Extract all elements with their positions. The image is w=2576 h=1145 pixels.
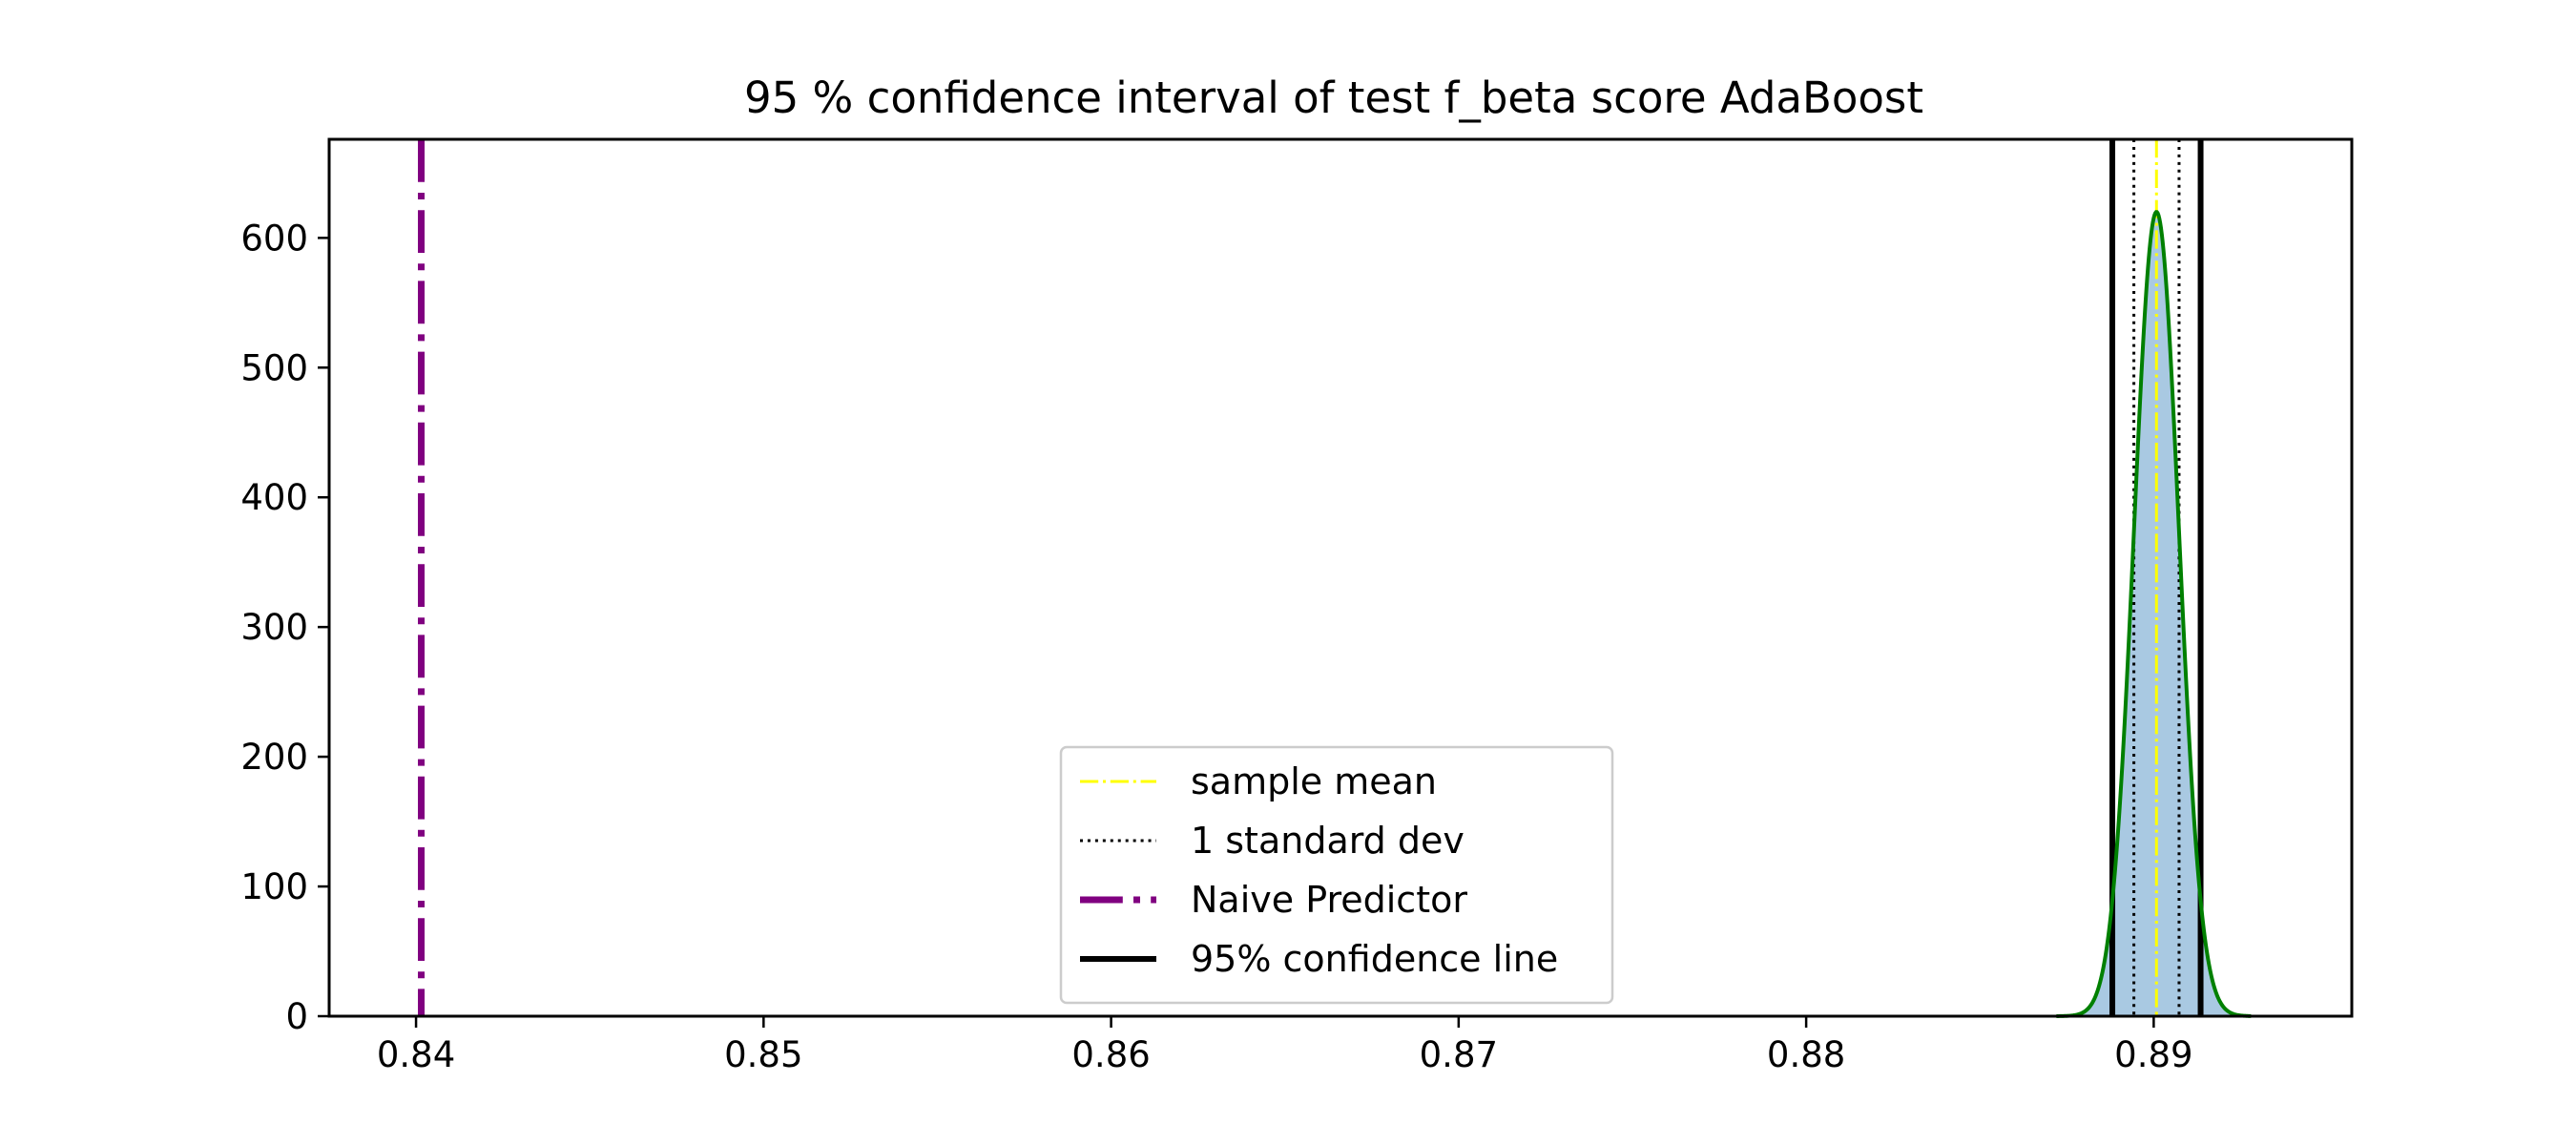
legend-label: sample mean <box>1191 760 1437 802</box>
distribution-fill <box>2056 212 2252 1017</box>
y-tick-label: 600 <box>240 218 308 259</box>
x-tick-label: 0.86 <box>1071 1034 1150 1075</box>
x-tick-label: 0.85 <box>724 1034 802 1075</box>
y-tick-label: 300 <box>240 607 308 648</box>
y-tick-label: 400 <box>240 477 308 518</box>
x-tick-label: 0.89 <box>2114 1034 2192 1075</box>
legend-label: 1 standard dev <box>1191 820 1465 862</box>
plot-area <box>418 139 2252 1018</box>
chart-title: 95 % confidence interval of test f_beta … <box>744 73 1923 123</box>
x-tick-label: 0.87 <box>1420 1034 1498 1075</box>
y-tick-label: 200 <box>240 737 308 778</box>
x-tick-label: 0.88 <box>1767 1034 1845 1075</box>
legend: sample mean 1 standard dev Naive Predictor… <box>1059 745 1614 1005</box>
legend-box <box>1059 745 1614 1005</box>
x-axis: 0.84 0.85 0.86 0.87 0.88 0.89 <box>377 1016 2193 1075</box>
legend-label: Naive Predictor <box>1191 879 1467 921</box>
x-tick-label: 0.84 <box>377 1034 455 1075</box>
y-tick-label: 0 <box>285 996 308 1037</box>
kde-curve <box>2056 210 2252 1018</box>
plot-frame <box>327 137 2354 1018</box>
legend-label: 95% confidence line <box>1191 938 1558 980</box>
y-tick-label: 500 <box>240 347 308 388</box>
y-tick-label: 100 <box>240 866 308 907</box>
y-axis: 0 100 200 300 400 500 600 <box>240 218 329 1037</box>
